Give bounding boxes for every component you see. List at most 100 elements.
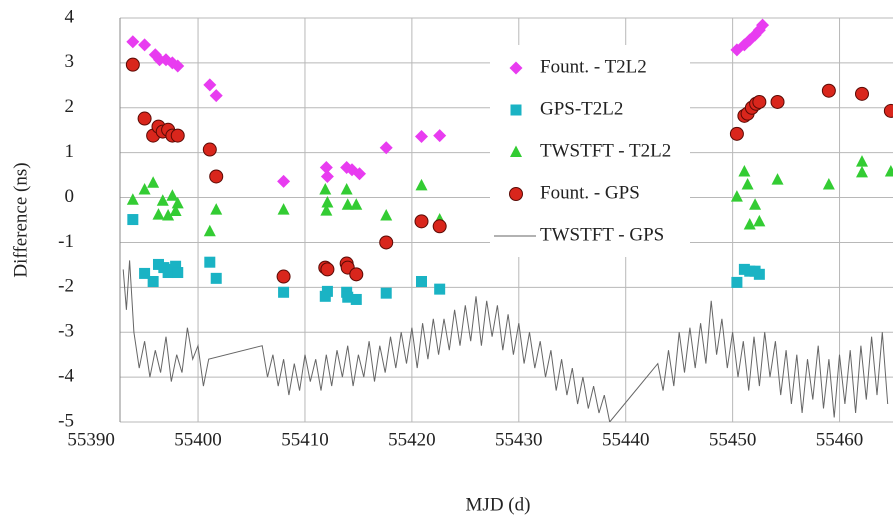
triangle-marker (743, 217, 756, 230)
diamond-marker (379, 141, 393, 155)
triangle-marker (380, 209, 393, 221)
triangle-marker (340, 182, 353, 195)
legend-label: TWSTFT - GPS (540, 224, 664, 245)
triangle-marker (147, 176, 160, 188)
square-marker (204, 256, 216, 268)
diamond-marker (433, 129, 447, 143)
triangle-marker (126, 193, 139, 205)
circle-marker (432, 219, 447, 234)
triangle-marker (350, 198, 363, 210)
triangle-marker (749, 198, 762, 210)
diamond-marker (203, 78, 217, 92)
diamond-marker (352, 167, 366, 181)
x-tick-label: 55430 (495, 429, 543, 450)
circle-marker (170, 128, 185, 143)
triangle-marker (138, 182, 151, 195)
triangle-marker (152, 208, 165, 220)
triangle-marker (341, 198, 354, 210)
y-tick-label: 2 (65, 96, 75, 117)
circle-marker (137, 111, 152, 126)
triangle-marker (855, 165, 868, 178)
triangle-marker (319, 182, 332, 195)
square-marker (342, 291, 354, 303)
y-tick-label: 4 (65, 6, 75, 27)
square-marker (350, 293, 362, 305)
circle-marker (349, 267, 364, 282)
triangle-marker (771, 173, 784, 185)
triangle-marker (203, 224, 216, 237)
triangle-marker (730, 190, 743, 202)
square-marker (170, 260, 182, 272)
y-tick-label: -2 (58, 276, 74, 297)
triangle-marker (277, 203, 290, 215)
y-tick-label: -1 (58, 231, 74, 252)
diamond-marker (756, 18, 770, 32)
square-marker (147, 275, 159, 287)
circle-marker (752, 94, 767, 109)
y-tick-label: 0 (65, 186, 75, 207)
square-marker (416, 275, 428, 287)
square-marker (127, 214, 139, 226)
y-tick-label: -5 (58, 410, 74, 431)
square-marker (731, 276, 743, 288)
circle-marker (202, 142, 217, 157)
x-axis-title: MJD (d) (466, 494, 531, 515)
diamond-marker (319, 160, 333, 174)
triangle-marker (171, 196, 184, 209)
square-marker (210, 272, 222, 284)
circle-marker (125, 57, 140, 72)
square-marker (139, 267, 151, 279)
triangle-marker (741, 178, 754, 190)
circle-marker (854, 86, 869, 101)
triangle-marker (884, 165, 893, 177)
legend-label: Fount. - T2L2 (540, 56, 647, 77)
x-tick-label: 55460 (816, 429, 864, 450)
circle-marker (509, 187, 523, 201)
square-marker (380, 287, 392, 299)
circle-marker (414, 214, 429, 229)
y-tick-label: 1 (65, 141, 75, 162)
circle-marker (276, 269, 291, 284)
legend-label: TWSTFT - T2L2 (540, 140, 671, 161)
legend-label: Fount. - GPS (540, 182, 640, 203)
y-tick-label: 3 (65, 51, 75, 72)
diamond-marker (126, 35, 140, 49)
square-marker (510, 104, 522, 116)
y-axis-title: Difference (ns) (10, 162, 31, 277)
plot-area (122, 18, 893, 422)
x-tick-label: 55390 (67, 429, 115, 450)
circle-marker (320, 262, 335, 277)
diamond-marker (277, 174, 291, 188)
legend-box (490, 45, 690, 257)
triangle-marker (169, 204, 182, 217)
x-tick-label: 55440 (602, 429, 650, 450)
diamond-marker (171, 59, 185, 73)
diamond-marker (209, 89, 223, 103)
square-marker (172, 267, 184, 279)
square-marker (278, 286, 290, 298)
y-tick-label: -4 (58, 365, 74, 386)
triangle-marker (210, 203, 223, 215)
triangle-marker (156, 194, 169, 206)
diamond-marker (320, 169, 334, 183)
diamond-marker (509, 61, 523, 75)
square-marker (434, 283, 446, 295)
square-marker (753, 268, 765, 280)
x-tick-label: 55400 (174, 429, 222, 450)
circle-marker (821, 83, 836, 98)
square-marker (321, 285, 333, 297)
circle-marker (729, 126, 744, 141)
legend-label: GPS-T2L2 (540, 98, 623, 119)
line-series (122, 260, 889, 422)
triangle-marker (822, 178, 835, 190)
triangle-marker (855, 155, 868, 167)
x-tick-label: 55450 (709, 429, 757, 450)
legend: Fount. - T2L2 GPS-T2L2 TWSTFT - T2L2 Fount.… (490, 45, 690, 257)
triangle-marker (321, 195, 334, 208)
triangle-marker (738, 165, 751, 177)
triangle-marker (162, 209, 175, 221)
diamond-marker (138, 38, 152, 52)
triangle-marker (320, 204, 333, 216)
circle-marker (883, 103, 893, 118)
